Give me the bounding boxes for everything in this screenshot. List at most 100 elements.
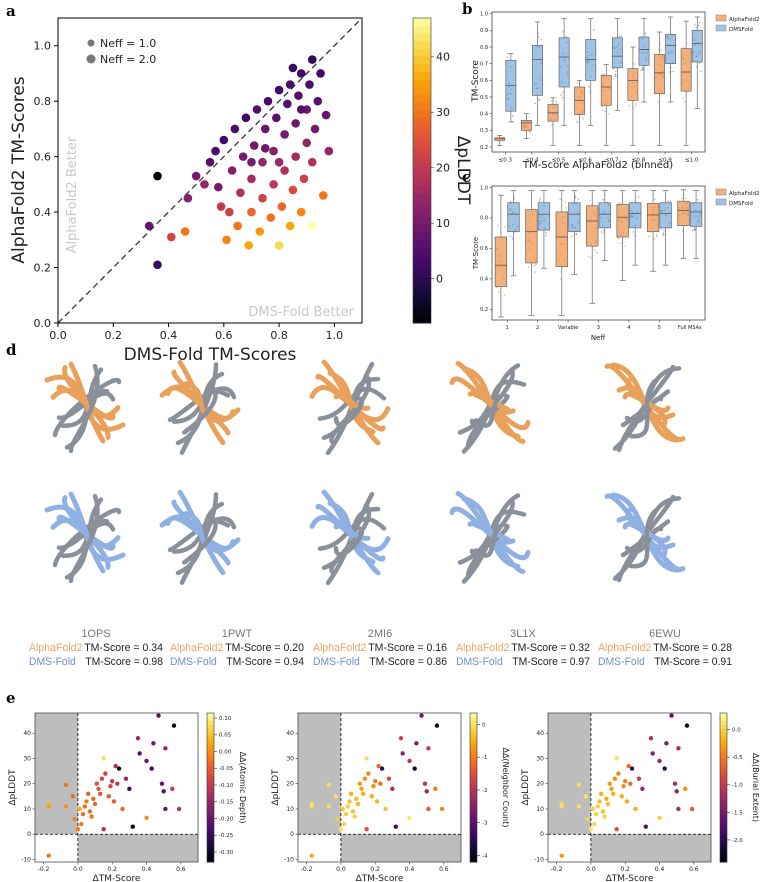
- scatter-point: [592, 821, 597, 827]
- scatter-point: [583, 794, 588, 799]
- jitter-dot: [528, 231, 531, 234]
- scatter-point: [72, 816, 77, 822]
- scatter-point: [316, 69, 325, 78]
- jitter-dot: [578, 96, 581, 98]
- jitter-dot: [502, 136, 505, 139]
- colorbar-segment: [470, 791, 477, 796]
- scatter-point: [585, 816, 590, 822]
- jitter-dot: [678, 214, 681, 217]
- y-tick-label: 0: [540, 831, 544, 838]
- jitter-dot: [602, 73, 605, 75]
- jitter-dot: [686, 201, 689, 204]
- scatter-point: [434, 723, 440, 728]
- colorbar-segment: [207, 724, 214, 729]
- box-dmsfold: [629, 202, 642, 229]
- scatter-point: [636, 776, 642, 781]
- scatter-point: [628, 781, 633, 786]
- size-legend-marker-small: [87, 39, 95, 47]
- colorbar-segment: [720, 765, 727, 770]
- y-tick-label: 20: [536, 781, 544, 788]
- x-tick-label: ≤0.7: [605, 158, 619, 164]
- scatter-point: [623, 778, 628, 784]
- jitter-dot: [634, 224, 637, 227]
- colorbar-segment: [470, 832, 477, 837]
- jitter-dot: [538, 223, 541, 225]
- panel-c-boxplot: 0.2 0.4 0.6 0.8 1.0 1 2 Variable 3 4 5 Full MSAs: [480, 185, 706, 331]
- scatter-point: [373, 778, 378, 784]
- jitter-dot: [658, 49, 660, 51]
- jitter-dot: [652, 209, 654, 212]
- jitter-dot: [503, 294, 506, 296]
- colorbar-segment: [207, 746, 214, 751]
- colorbar-segment: [413, 33, 431, 42]
- scatter-point: [216, 202, 226, 211]
- scatter-point: [96, 786, 101, 791]
- scatter-point: [120, 806, 125, 812]
- reference-strand: [182, 383, 218, 435]
- colorbar-tick-label: 20: [436, 162, 450, 175]
- jitter-dot: [644, 32, 647, 35]
- jitter-dot: [633, 63, 636, 65]
- colorbar-segment: [470, 731, 477, 736]
- scatter-point: [294, 91, 303, 100]
- colorbar-segment: [207, 824, 214, 829]
- scatter-point: [354, 796, 359, 802]
- colorbar-segment: [207, 806, 214, 811]
- x-tick-label: 5: [658, 325, 661, 331]
- x-tick-label: 0.2: [105, 329, 123, 342]
- jitter-dot: [630, 214, 633, 217]
- box-dmsfold: [665, 34, 677, 65]
- jitter-dot: [635, 217, 638, 219]
- jitter-dot: [526, 239, 529, 242]
- jitter-dot: [684, 79, 687, 82]
- jitter-dot: [545, 232, 547, 234]
- box-dmsfold: [537, 202, 551, 231]
- colorbar-segment: [413, 216, 431, 225]
- jitter-dot: [602, 83, 604, 86]
- jitter-dot: [670, 50, 672, 53]
- colorbar-segment: [720, 753, 727, 759]
- colorbar-segment: [720, 835, 727, 841]
- jitter-dot: [511, 237, 514, 240]
- panel-label-d: d: [6, 341, 17, 359]
- x-tick-label: 3: [597, 325, 600, 331]
- jitter-dot: [657, 101, 660, 103]
- scatter-point: [153, 260, 162, 270]
- scatter-point: [222, 235, 231, 245]
- jitter-dot: [591, 63, 593, 66]
- jitter-dot: [634, 234, 636, 237]
- jitter-dot: [575, 202, 578, 205]
- box-alphafold2: [646, 203, 660, 233]
- colorbar-segment: [207, 802, 214, 807]
- jitter-dot: [572, 202, 575, 205]
- scatter-point: [94, 781, 99, 786]
- x-tick-label: 0.4: [405, 866, 415, 873]
- scatter-point: [348, 791, 354, 797]
- jitter-dot: [511, 115, 514, 117]
- jitter-dot: [669, 70, 672, 72]
- jitter-dot: [566, 41, 569, 44]
- x-tick-label: 1.0: [326, 329, 344, 342]
- jitter-dot: [586, 56, 588, 59]
- reference-strand: [329, 503, 371, 574]
- colorbar-segment: [720, 850, 727, 856]
- x-tick-label: 2: [536, 325, 539, 331]
- colorbar-segment: [207, 850, 214, 856]
- colorbar-segment: [413, 254, 431, 263]
- alphafold2-label: AlphaFold2: [598, 642, 651, 654]
- panel-label-e: e: [6, 689, 16, 707]
- jitter-dot: [635, 81, 637, 84]
- jitter-dot: [498, 139, 501, 142]
- colorbar-segment: [207, 821, 214, 826]
- jitter-dot: [606, 201, 608, 204]
- jitter-dot: [572, 226, 574, 229]
- scatter-point: [326, 782, 332, 788]
- scatter-point: [378, 781, 383, 786]
- jitter-dot: [699, 212, 701, 215]
- scatter-point: [266, 213, 276, 222]
- jitter-dot: [543, 217, 546, 220]
- jitter-dot: [508, 86, 510, 88]
- jitter-dot: [654, 218, 657, 221]
- colorbar-label: ΔΔ(Atomic Depth): [238, 752, 247, 824]
